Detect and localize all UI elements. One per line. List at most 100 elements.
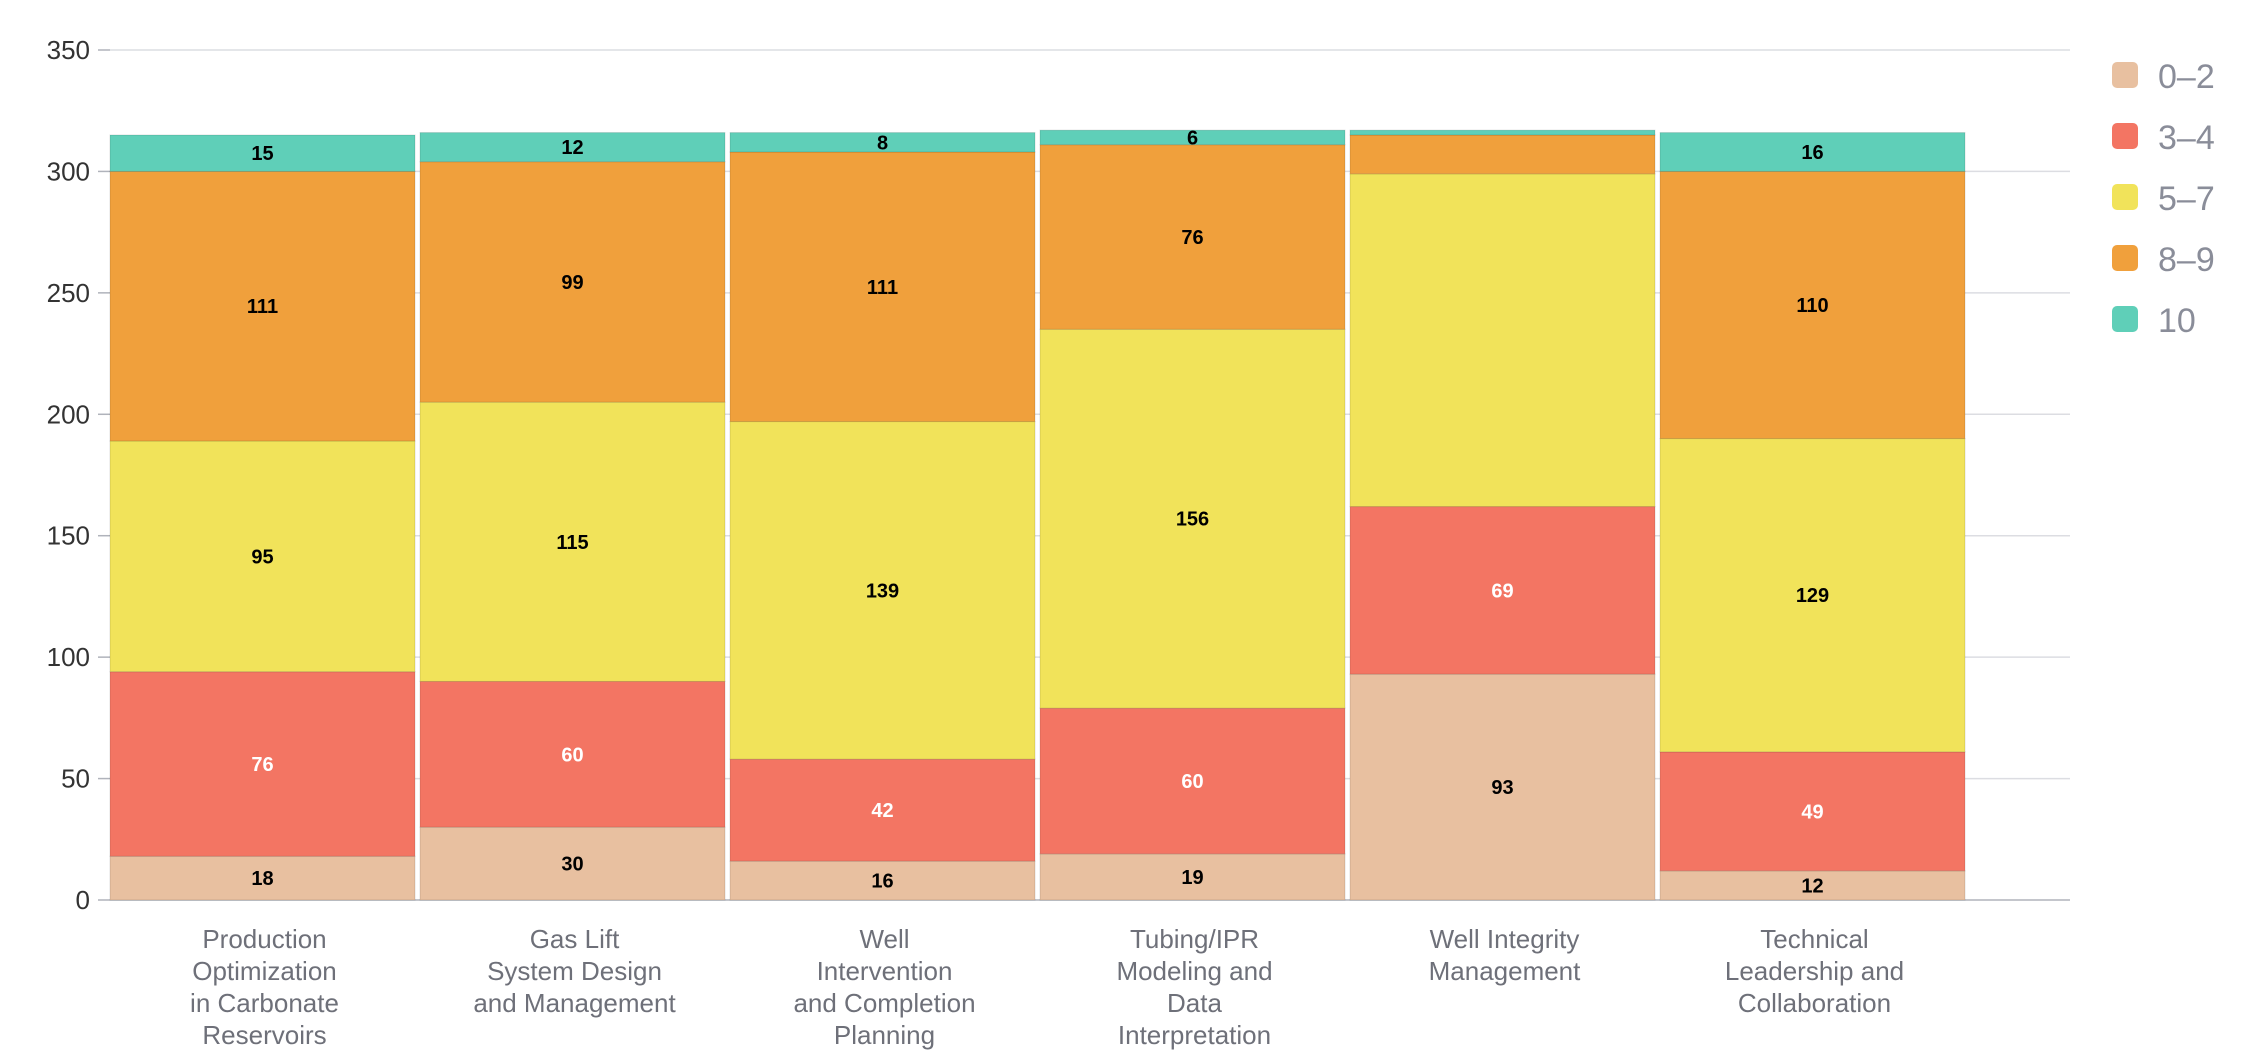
bar-segment[interactable] [1349, 506, 1656, 675]
bar-segment[interactable] [1659, 870, 1966, 901]
x-category-label-line: Optimization [192, 956, 337, 986]
x-category-label-line: Tubing/IPR [1130, 924, 1259, 954]
bar-segments [109, 129, 1966, 901]
legend-label[interactable]: 5–7 [2158, 180, 2215, 218]
x-category-label-line: Data [1167, 988, 1222, 1018]
legend[interactable]: 0–2 3–4 5–7 8–9 10 [2112, 58, 2215, 340]
legend-swatch[interactable] [2112, 306, 2138, 332]
x-category-label: Production Optimization in Carbonate Reserv… [190, 924, 339, 1050]
x-category-label-line: Leadership and [1725, 956, 1904, 986]
y-tick-label: 250 [47, 278, 90, 308]
bar-segment[interactable] [419, 826, 726, 901]
segment-value-label: 111 [867, 277, 898, 299]
x-category-label-line: in Carbonate [190, 988, 339, 1018]
segment-value-label: 16 [1801, 142, 1823, 164]
segment-value-label: 69 [1491, 580, 1513, 602]
segment-value-label: 30 [561, 854, 583, 876]
segment-value-label: 139 [866, 580, 899, 602]
bar-segment[interactable] [419, 401, 726, 682]
y-tick-label: 0 [76, 885, 90, 915]
x-category-label-line: Well [859, 924, 909, 954]
x-category-label-line: Production [202, 924, 326, 954]
x-category-label-line: Technical [1760, 924, 1868, 954]
segment-value-label: 42 [871, 800, 893, 822]
x-category-label-line: Reservoirs [202, 1020, 326, 1050]
legend-label[interactable]: 10 [2158, 302, 2196, 340]
bar-segment[interactable] [1349, 129, 1656, 136]
bar-segment[interactable] [729, 860, 1036, 901]
bar-segment[interactable] [109, 855, 416, 901]
x-category-label-line: Interpretation [1118, 1020, 1271, 1050]
bar-segment[interactable] [419, 680, 726, 828]
segment-value-label: 6 [1187, 127, 1198, 149]
segment-value-label: 93 [1491, 777, 1513, 799]
segment-value-label: 60 [561, 744, 583, 766]
x-category-label-line: Planning [834, 1020, 935, 1050]
y-tick-label: 100 [47, 642, 90, 672]
y-tick-label: 150 [47, 521, 90, 551]
segment-value-label: 99 [561, 272, 583, 294]
segment-value-label: 110 [1796, 295, 1828, 317]
x-category-label: Tubing/IPR Modeling and Data Interpretation [1116, 924, 1272, 1050]
x-category-label-line: Collaboration [1738, 988, 1891, 1018]
x-category-label: Gas Lift System Design and Management [473, 924, 676, 1018]
legend-swatch[interactable] [2112, 184, 2138, 210]
segment-value-label: 15 [251, 143, 273, 165]
legend-label[interactable]: 0–2 [2158, 58, 2215, 96]
bar-segment[interactable] [419, 161, 726, 403]
segment-value-label: 111 [247, 296, 278, 318]
bar-segment[interactable] [1039, 707, 1346, 855]
x-category-label-line: Gas Lift [530, 924, 620, 954]
bar-segment[interactable] [729, 132, 1036, 153]
segment-value-label: 12 [561, 137, 583, 159]
x-category-label-line: Intervention [817, 956, 953, 986]
bar-segment[interactable] [729, 421, 1036, 760]
legend-label[interactable]: 8–9 [2158, 241, 2215, 279]
legend-swatch[interactable] [2112, 245, 2138, 271]
legend-label[interactable]: 3–4 [2158, 119, 2215, 157]
legend-swatch[interactable] [2112, 123, 2138, 149]
x-category-label-line: Management [1429, 956, 1582, 986]
x-category-label-line: Well Integrity [1430, 924, 1580, 954]
x-category-label-line: and Completion [793, 988, 975, 1018]
segment-value-label: 18 [251, 868, 273, 890]
x-category-label: Well Intervention and Completion Planning [793, 924, 975, 1050]
segment-value-label: 156 [1176, 509, 1209, 531]
bar-segment[interactable] [109, 170, 416, 442]
bar-segment[interactable] [729, 151, 1036, 423]
segment-value-label: 95 [251, 546, 273, 568]
segment-value-label: 8 [877, 132, 888, 154]
bar-segment[interactable] [419, 132, 726, 163]
x-category-label-line: System Design [487, 956, 662, 986]
x-category-label: Technical Leadership and Collaboration [1725, 924, 1904, 1018]
segment-value-label: 19 [1181, 867, 1203, 889]
bar-segment[interactable] [1039, 144, 1346, 330]
x-category-label: Well Integrity Management [1429, 924, 1582, 986]
bar-segment[interactable] [1039, 129, 1346, 146]
bar-segment[interactable] [1659, 170, 1966, 440]
bar-segment[interactable] [109, 134, 416, 172]
segment-value-label: 60 [1181, 771, 1203, 793]
bar-segment[interactable] [1349, 134, 1656, 175]
segment-value-label: 76 [1181, 227, 1203, 249]
bar-segment[interactable] [109, 671, 416, 857]
legend-swatch[interactable] [2112, 62, 2138, 88]
y-tick-label: 300 [47, 156, 90, 186]
x-axis: Production Optimization in Carbonate Reserv… [190, 924, 1904, 1050]
bar-segment[interactable] [1039, 328, 1346, 709]
bar-segment[interactable] [1349, 673, 1656, 901]
bar-segment[interactable] [729, 758, 1036, 862]
y-axis: 0 50 100 150 200 250 300 350 [47, 35, 110, 915]
bar-segment[interactable] [1659, 438, 1966, 753]
segment-value-label: 12 [1801, 875, 1823, 897]
bar-segment[interactable] [1659, 751, 1966, 872]
segment-value-label: 76 [251, 754, 273, 776]
bar-segment[interactable] [109, 440, 416, 673]
segment-value-label: 115 [556, 532, 588, 554]
segment-value-label: 16 [871, 871, 893, 893]
segment-value-label: 49 [1801, 801, 1823, 823]
bar-segment[interactable] [1349, 173, 1656, 508]
bar-segment[interactable] [1659, 132, 1966, 172]
x-category-label-line: and Management [473, 988, 676, 1018]
